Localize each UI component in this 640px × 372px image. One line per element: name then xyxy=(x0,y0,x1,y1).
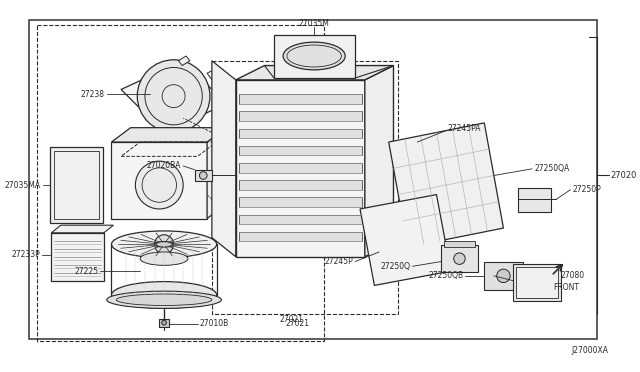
Circle shape xyxy=(497,269,510,283)
Text: 27020: 27020 xyxy=(611,171,637,180)
Text: 27250QB: 27250QB xyxy=(428,271,463,280)
Text: 27250Q: 27250Q xyxy=(381,262,411,271)
Polygon shape xyxy=(239,163,362,173)
Text: 27035MA: 27035MA xyxy=(4,180,41,190)
Polygon shape xyxy=(239,146,362,155)
Polygon shape xyxy=(274,35,355,78)
Polygon shape xyxy=(239,215,362,224)
Circle shape xyxy=(200,171,207,179)
Text: 27245PA: 27245PA xyxy=(448,124,481,133)
Ellipse shape xyxy=(107,291,221,308)
Polygon shape xyxy=(388,123,504,247)
Text: 27225: 27225 xyxy=(74,267,98,276)
Polygon shape xyxy=(236,65,394,80)
Text: 27021: 27021 xyxy=(279,315,303,324)
Circle shape xyxy=(136,161,183,209)
Polygon shape xyxy=(111,128,226,142)
Bar xyxy=(159,319,169,327)
Polygon shape xyxy=(212,61,236,257)
Text: 27250P: 27250P xyxy=(572,185,601,194)
Circle shape xyxy=(154,235,173,254)
Polygon shape xyxy=(239,232,362,241)
Polygon shape xyxy=(51,225,113,233)
Bar xyxy=(51,233,104,280)
Polygon shape xyxy=(121,61,226,132)
Text: 27238: 27238 xyxy=(81,90,105,99)
Bar xyxy=(51,147,103,223)
Polygon shape xyxy=(239,129,362,138)
Polygon shape xyxy=(111,142,207,218)
Bar xyxy=(195,170,212,181)
Bar xyxy=(516,267,558,298)
Bar xyxy=(29,20,597,339)
Polygon shape xyxy=(239,94,362,104)
Polygon shape xyxy=(365,65,394,257)
Bar xyxy=(442,245,477,272)
Circle shape xyxy=(138,60,210,132)
Polygon shape xyxy=(207,68,221,80)
Text: 27021: 27021 xyxy=(286,319,310,328)
Polygon shape xyxy=(207,128,226,218)
Text: 27080: 27080 xyxy=(561,271,585,280)
Circle shape xyxy=(162,320,166,325)
Text: 27035M: 27035M xyxy=(299,19,330,28)
Ellipse shape xyxy=(111,231,217,258)
Ellipse shape xyxy=(111,282,217,308)
Ellipse shape xyxy=(283,42,345,70)
Polygon shape xyxy=(179,56,190,65)
Bar xyxy=(444,241,475,247)
Text: 27250QA: 27250QA xyxy=(534,164,569,173)
Polygon shape xyxy=(239,198,362,207)
Polygon shape xyxy=(360,195,451,285)
Bar xyxy=(484,262,522,290)
Ellipse shape xyxy=(140,252,188,265)
Ellipse shape xyxy=(116,294,212,305)
Bar xyxy=(513,264,561,301)
Circle shape xyxy=(454,253,465,264)
Text: FRONT: FRONT xyxy=(553,283,579,292)
Bar xyxy=(212,61,398,314)
Text: 27020BA: 27020BA xyxy=(147,161,181,170)
Text: 27233P: 27233P xyxy=(11,250,40,259)
Bar xyxy=(518,188,551,212)
Polygon shape xyxy=(239,180,362,190)
Polygon shape xyxy=(239,112,362,121)
Bar xyxy=(54,151,99,219)
Polygon shape xyxy=(236,80,365,257)
Ellipse shape xyxy=(154,241,173,247)
Bar xyxy=(37,25,324,341)
Text: 27245P: 27245P xyxy=(324,257,353,266)
Text: J27000XA: J27000XA xyxy=(572,346,609,355)
Text: 27010B: 27010B xyxy=(200,319,228,328)
